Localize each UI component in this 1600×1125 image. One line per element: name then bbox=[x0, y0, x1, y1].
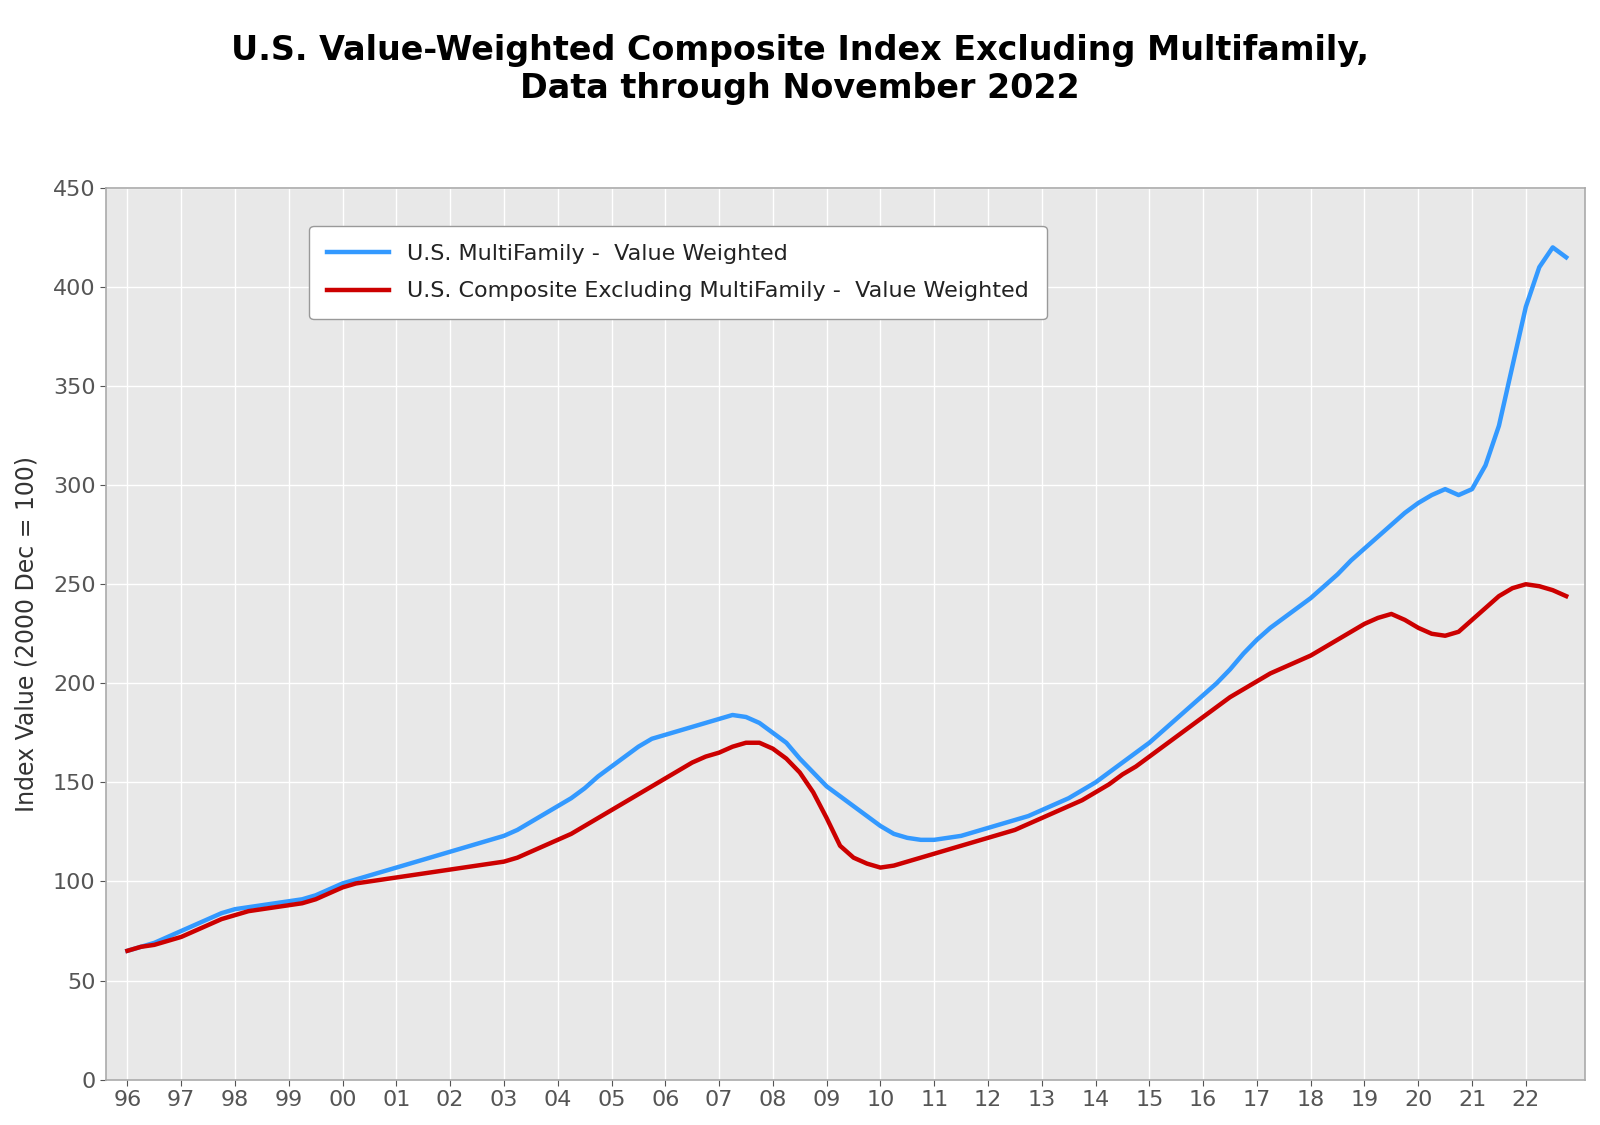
U.S. Composite Excluding MultiFamily -  Value Weighted bbox=[118, 944, 138, 957]
U.S. MultiFamily -  Value Weighted bbox=[118, 944, 138, 957]
Line: U.S. Composite Excluding MultiFamily -  Value Weighted: U.S. Composite Excluding MultiFamily - V… bbox=[128, 584, 1566, 951]
U.S. Composite Excluding MultiFamily -  Value Weighted bbox=[347, 876, 366, 890]
Legend: U.S. MultiFamily -  Value Weighted, U.S. Composite Excluding MultiFamily -  Valu: U.S. MultiFamily - Value Weighted, U.S. … bbox=[309, 226, 1046, 319]
U.S. MultiFamily -  Value Weighted bbox=[347, 873, 366, 886]
U.S. MultiFamily -  Value Weighted bbox=[1542, 241, 1562, 254]
U.S. Composite Excluding MultiFamily -  Value Weighted bbox=[1557, 590, 1576, 603]
Y-axis label: Index Value (2000 Dec = 100): Index Value (2000 Dec = 100) bbox=[14, 456, 38, 812]
U.S. MultiFamily -  Value Weighted bbox=[1355, 542, 1374, 556]
U.S. Composite Excluding MultiFamily -  Value Weighted bbox=[266, 900, 285, 914]
U.S. MultiFamily -  Value Weighted bbox=[1557, 251, 1576, 264]
U.S. Composite Excluding MultiFamily -  Value Weighted bbox=[1517, 577, 1536, 591]
U.S. Composite Excluding MultiFamily -  Value Weighted bbox=[1355, 618, 1374, 631]
Line: U.S. MultiFamily -  Value Weighted: U.S. MultiFamily - Value Weighted bbox=[128, 248, 1566, 951]
Text: U.S. Value-Weighted Composite Index Excluding Multifamily,
Data through November: U.S. Value-Weighted Composite Index Excl… bbox=[230, 34, 1370, 105]
U.S. Composite Excluding MultiFamily -  Value Weighted bbox=[1261, 667, 1280, 681]
U.S. MultiFamily -  Value Weighted bbox=[1530, 261, 1549, 274]
U.S. Composite Excluding MultiFamily -  Value Weighted bbox=[1542, 584, 1562, 597]
U.S. MultiFamily -  Value Weighted bbox=[1261, 621, 1280, 634]
U.S. MultiFamily -  Value Weighted bbox=[266, 897, 285, 910]
U.S. Composite Excluding MultiFamily -  Value Weighted bbox=[790, 766, 810, 780]
U.S. MultiFamily -  Value Weighted bbox=[790, 752, 810, 765]
